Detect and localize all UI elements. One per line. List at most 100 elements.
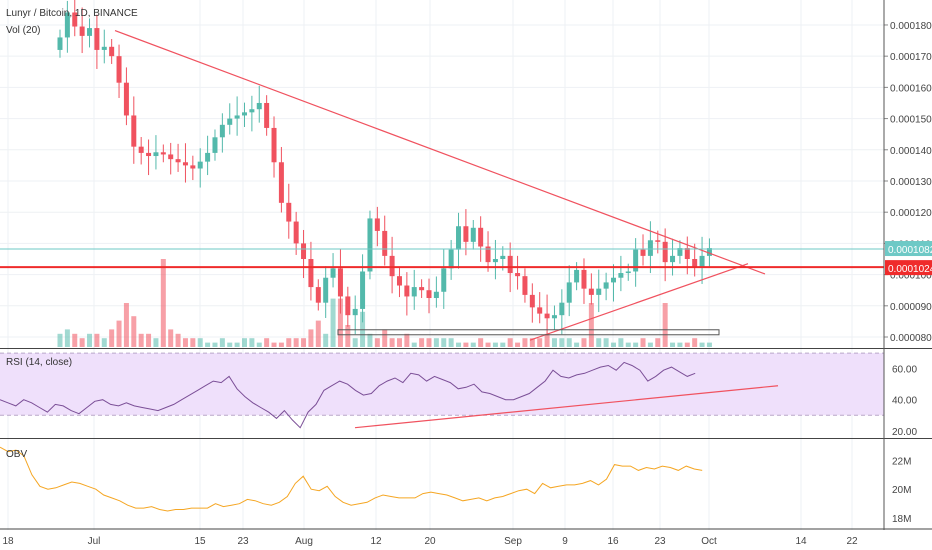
candle-body — [625, 271, 631, 274]
x-tick-label: 15 — [194, 536, 206, 547]
volume-bar — [478, 338, 484, 347]
volume-bar — [323, 333, 329, 347]
candle-body — [492, 259, 498, 263]
candle-body — [123, 82, 129, 116]
volume-bar — [264, 338, 270, 347]
candle-body — [588, 288, 594, 295]
volume-bar — [64, 329, 70, 347]
candle-body — [522, 276, 528, 295]
volume-bar — [352, 338, 358, 347]
candle-body — [404, 285, 410, 297]
x-tick-label: 14 — [795, 536, 807, 547]
volume-bar — [706, 342, 712, 347]
x-tick-label: 12 — [370, 536, 382, 547]
candle-body — [315, 287, 321, 303]
rsi-tick-label: 40.00 — [892, 396, 917, 407]
candle-body — [168, 154, 174, 160]
volume-bar — [684, 342, 690, 347]
support-zone-box — [337, 329, 720, 336]
volume-bar — [692, 338, 698, 347]
x-tick-label: 23 — [237, 536, 249, 547]
candle-body — [138, 146, 144, 153]
volume-bar — [301, 338, 307, 347]
candle-body — [345, 296, 351, 316]
volume-bar — [160, 259, 166, 347]
obv-tick-label: 22M — [892, 456, 911, 467]
volume-bar — [633, 342, 639, 347]
candle-body — [478, 227, 484, 247]
candle-body — [426, 290, 432, 299]
volume-bar — [72, 333, 78, 347]
volume-bar — [79, 338, 85, 347]
candle-body — [360, 271, 366, 309]
candle-body — [153, 152, 159, 157]
trendlines — [0, 30, 884, 341]
volume-bar — [500, 342, 506, 347]
candle-body — [301, 243, 307, 260]
support-price-tag-text: 0.0001024 — [888, 264, 932, 275]
candle-body — [264, 102, 270, 128]
volume-bar — [426, 338, 432, 347]
volume-bar — [596, 338, 602, 347]
candle-body — [670, 255, 676, 263]
candle-body — [205, 152, 211, 162]
x-tick-label: 23 — [654, 536, 666, 547]
candle-body — [160, 152, 166, 155]
volume-bar — [640, 338, 646, 347]
symbol-title: Lunyr / Bitcoin, 1D, BINANCE — [6, 8, 138, 19]
candle-body — [212, 137, 218, 153]
rsi-band — [0, 353, 884, 416]
candle-body — [485, 246, 491, 263]
x-tick-label: 20 — [424, 536, 436, 547]
candle-body — [79, 26, 85, 36]
candle-body — [87, 28, 93, 36]
candle-body — [456, 226, 462, 250]
volume-bar — [566, 338, 572, 347]
candle-body — [64, 12, 70, 38]
volume-bar — [463, 342, 469, 347]
volume-bar — [367, 333, 373, 347]
obv-label: OBV — [6, 449, 27, 460]
volume-bar — [448, 338, 454, 347]
candle-body — [507, 255, 513, 274]
obv-tick-label: 18M — [892, 514, 911, 525]
volume-bar — [507, 338, 513, 347]
volume-bar — [94, 333, 100, 347]
volume-bar — [433, 338, 439, 347]
volume-bar — [574, 342, 580, 347]
candle-body — [419, 287, 425, 291]
candle-body — [647, 240, 653, 256]
candle-body — [308, 259, 314, 288]
last-price-tag — [885, 241, 932, 257]
candle-body — [131, 115, 137, 147]
volume-bar — [441, 338, 447, 347]
obv-panel: 18M 20M 22M — [0, 446, 911, 525]
volume-bar — [551, 338, 557, 347]
candle-body — [72, 12, 78, 27]
obv-line — [0, 446, 703, 512]
candle-body — [677, 248, 683, 256]
volume-bar — [330, 298, 336, 347]
volume-bar — [337, 298, 343, 347]
volume-bars — [57, 259, 712, 347]
x-tick-label: 16 — [607, 536, 619, 547]
candle-body — [470, 227, 476, 242]
volume-bar — [611, 342, 616, 347]
volume-bar — [168, 329, 174, 347]
candle-body — [448, 249, 454, 269]
ascending-trendline — [529, 263, 749, 341]
candle-body — [116, 56, 122, 83]
candle-body — [175, 159, 181, 163]
volume-bar — [670, 342, 676, 347]
volume-bar — [101, 338, 107, 347]
candle-body — [640, 249, 646, 256]
volume-bar — [581, 338, 587, 347]
volume-bar — [219, 338, 225, 347]
candle-body — [234, 115, 240, 119]
volume-bar — [411, 342, 417, 347]
